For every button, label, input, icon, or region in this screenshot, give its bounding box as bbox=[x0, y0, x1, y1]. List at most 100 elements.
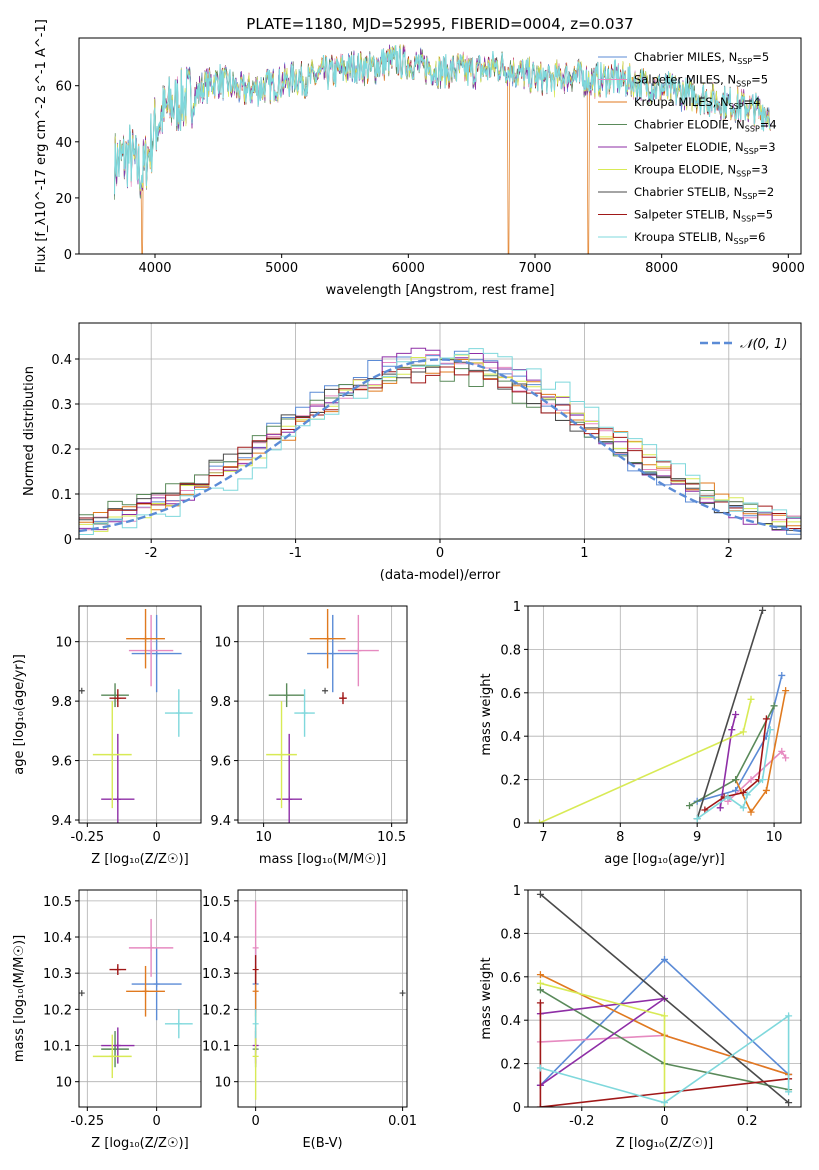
x-axis-label: (data-model)/error bbox=[380, 568, 501, 583]
series-marker-kroupa_stelib bbox=[743, 791, 751, 799]
x-axis-label: Z [log₁₀(Z/Z☉)] bbox=[91, 852, 188, 867]
legend-label-salpeter_elodie: Salpeter ELODIE, NSSP=3 bbox=[634, 140, 776, 156]
plot-area-spectrum bbox=[113, 44, 771, 254]
series-marker-kroupa_elodie bbox=[536, 819, 544, 823]
series-line-kroupa_stelib bbox=[540, 1014, 790, 1104]
y-axis-label: Normed distribution bbox=[22, 366, 37, 496]
y-tick-label: 9.4 bbox=[51, 814, 72, 829]
legend-label-kroupa_stelib: Kroupa STELIB, NSSP=6 bbox=[634, 230, 765, 246]
series-marker-salpeter_elodie bbox=[728, 726, 736, 734]
point-salpeter_miles bbox=[148, 944, 155, 951]
x-tick-label: 0 bbox=[152, 1114, 160, 1129]
point-chabrier_stelib bbox=[399, 990, 406, 997]
panel-mass_vs_ebv: 0 0.01 10 10.1 10.2 10.3 10.4 10.5 E(B-V) bbox=[202, 889, 417, 1151]
panels: 4000 5000 6000 7000 8000 90000204060wavelengt… bbox=[12, 19, 805, 1151]
series-marker-salpeter_stelib bbox=[536, 999, 544, 1007]
plot-area-age_vs_mass bbox=[266, 608, 379, 823]
axes-frame bbox=[237, 605, 408, 824]
point-kroupa_stelib bbox=[252, 1020, 259, 1027]
histogram-salpeter_stelib bbox=[79, 366, 801, 529]
x-tick-label: 10.5 bbox=[377, 830, 406, 845]
x-axis-label: Z [log₁₀(Z/Z☉)] bbox=[91, 1136, 188, 1151]
legend: Chabrier MILES, NSSP=5 Salpeter MILES, NS… bbox=[598, 50, 777, 246]
series-marker-kroupa_stelib bbox=[766, 726, 774, 734]
y-tick-label: 10.5 bbox=[43, 895, 72, 910]
x-tick-label: 0 bbox=[251, 1114, 259, 1129]
series-marker-chabrier_stelib bbox=[785, 1099, 793, 1107]
x-tick-label: 10 bbox=[766, 830, 783, 845]
y-tick-label: 0.8 bbox=[500, 927, 521, 942]
point-salpeter_elodie bbox=[286, 796, 293, 803]
figure-title: PLATE=1180, MJD=52995, FIBERID=0004, z=0… bbox=[246, 15, 633, 33]
series-marker-kroupa_stelib bbox=[759, 776, 767, 784]
x-tick-label: 7000 bbox=[518, 261, 551, 276]
legend-label-salpeter_miles: Salpeter MILES, NSSP=5 bbox=[634, 73, 768, 89]
y-tick-label: 10.3 bbox=[43, 967, 72, 982]
axes-frame bbox=[78, 889, 202, 1108]
y-tick-label: 0 bbox=[513, 817, 521, 832]
y-tick-label: 0 bbox=[64, 248, 72, 263]
y-tick-label: 0.4 bbox=[500, 730, 521, 745]
series-marker-chabrier_miles bbox=[732, 786, 740, 794]
point-salpeter_stelib bbox=[114, 966, 121, 973]
point-salpeter_elodie bbox=[114, 1042, 121, 1049]
plot-area-age_vs_z bbox=[79, 608, 193, 823]
point-salpeter_miles bbox=[148, 647, 155, 654]
x-tick-label: 5000 bbox=[265, 261, 298, 276]
x-tick-label: 4000 bbox=[138, 261, 171, 276]
point-salpeter_stelib bbox=[252, 966, 259, 973]
y-tick-label: 0 bbox=[513, 1101, 521, 1116]
y-tick-label: 0.1 bbox=[51, 488, 72, 503]
x-tick-label: 0.2 bbox=[737, 1114, 758, 1129]
panel-residuals: -2 -1 0 1 2 0 0.1 0.2 0.3 0.4 (data-model)/error No… bbox=[22, 322, 802, 583]
series-marker-salpeter_stelib bbox=[536, 1103, 544, 1107]
series-marker-chabrier_elodie bbox=[536, 986, 544, 994]
series-line-kroupa_stelib bbox=[696, 729, 771, 820]
y-tick-label: 10.4 bbox=[202, 931, 231, 946]
histogram-kroupa_stelib bbox=[79, 348, 801, 535]
point-chabrier_miles bbox=[329, 650, 336, 657]
point-kroupa_stelib bbox=[175, 1020, 182, 1027]
legend-label-chabrier_stelib: Chabrier STELIB, NSSP=2 bbox=[634, 185, 774, 201]
point-chabrier_elodie bbox=[112, 1046, 119, 1053]
x-tick-label: 9000 bbox=[772, 261, 805, 276]
y-tick-label: 10.4 bbox=[43, 931, 72, 946]
panel-age_vs_mass: 10 10.5 9.4 9.6 9.8 10 mass [log₁₀(M/M☉)] bbox=[210, 605, 408, 867]
x-tick-label: 8 bbox=[616, 830, 624, 845]
series-line-chabrier_stelib bbox=[539, 893, 790, 1104]
y-tick-label: 10.5 bbox=[202, 895, 231, 910]
series-marker-salpeter_miles bbox=[778, 747, 786, 755]
y-tick-label: 10 bbox=[214, 1076, 231, 1091]
x-axis-label: age [log₁₀(age/yr)] bbox=[604, 852, 725, 867]
y-tick-label: 0.2 bbox=[500, 774, 521, 789]
series-line-salpeter_miles bbox=[727, 750, 787, 802]
x-tick-label: 0.01 bbox=[388, 1114, 417, 1129]
y-tick-label: 9.4 bbox=[210, 814, 231, 829]
y-axis-label: mass weight bbox=[479, 957, 494, 1039]
y-tick-label: 20 bbox=[55, 192, 72, 207]
y-tick-label: 0.4 bbox=[51, 353, 72, 368]
x-tick-label: -0.25 bbox=[70, 1114, 104, 1129]
y-tick-label: 10 bbox=[55, 1076, 72, 1091]
y-axis-label: Flux [f_λ10^-17 erg cm^-2 s^-1 A^-1] bbox=[34, 19, 49, 273]
series-line-salpeter_stelib bbox=[539, 1002, 789, 1107]
x-axis-label: wavelength [Angstrom, rest frame] bbox=[326, 283, 555, 298]
point-salpeter_miles bbox=[355, 647, 362, 654]
point-kroupa_elodie bbox=[109, 1053, 116, 1060]
point-salpeter_elodie bbox=[114, 796, 121, 803]
y-tick-label: 0.6 bbox=[500, 971, 521, 986]
x-tick-label: 0 bbox=[660, 1114, 668, 1129]
point-kroupa_miles bbox=[142, 988, 149, 995]
y-tick-label: 10.2 bbox=[202, 1003, 231, 1018]
y-tick-label: 9.8 bbox=[51, 695, 72, 710]
x-tick-label: -0.25 bbox=[70, 830, 104, 845]
series-marker-chabrier_elodie bbox=[770, 702, 778, 710]
x-tick-label: 6000 bbox=[392, 261, 425, 276]
series-marker-kroupa_elodie bbox=[747, 695, 755, 703]
series-marker-salpeter_elodie bbox=[732, 711, 740, 718]
series-line-kroupa_elodie bbox=[540, 982, 666, 1107]
x-axis-label: Z [log₁₀(Z/Z☉)] bbox=[616, 1136, 713, 1151]
series-line-chabrier_stelib bbox=[696, 610, 764, 819]
point-kroupa_elodie bbox=[109, 751, 116, 758]
